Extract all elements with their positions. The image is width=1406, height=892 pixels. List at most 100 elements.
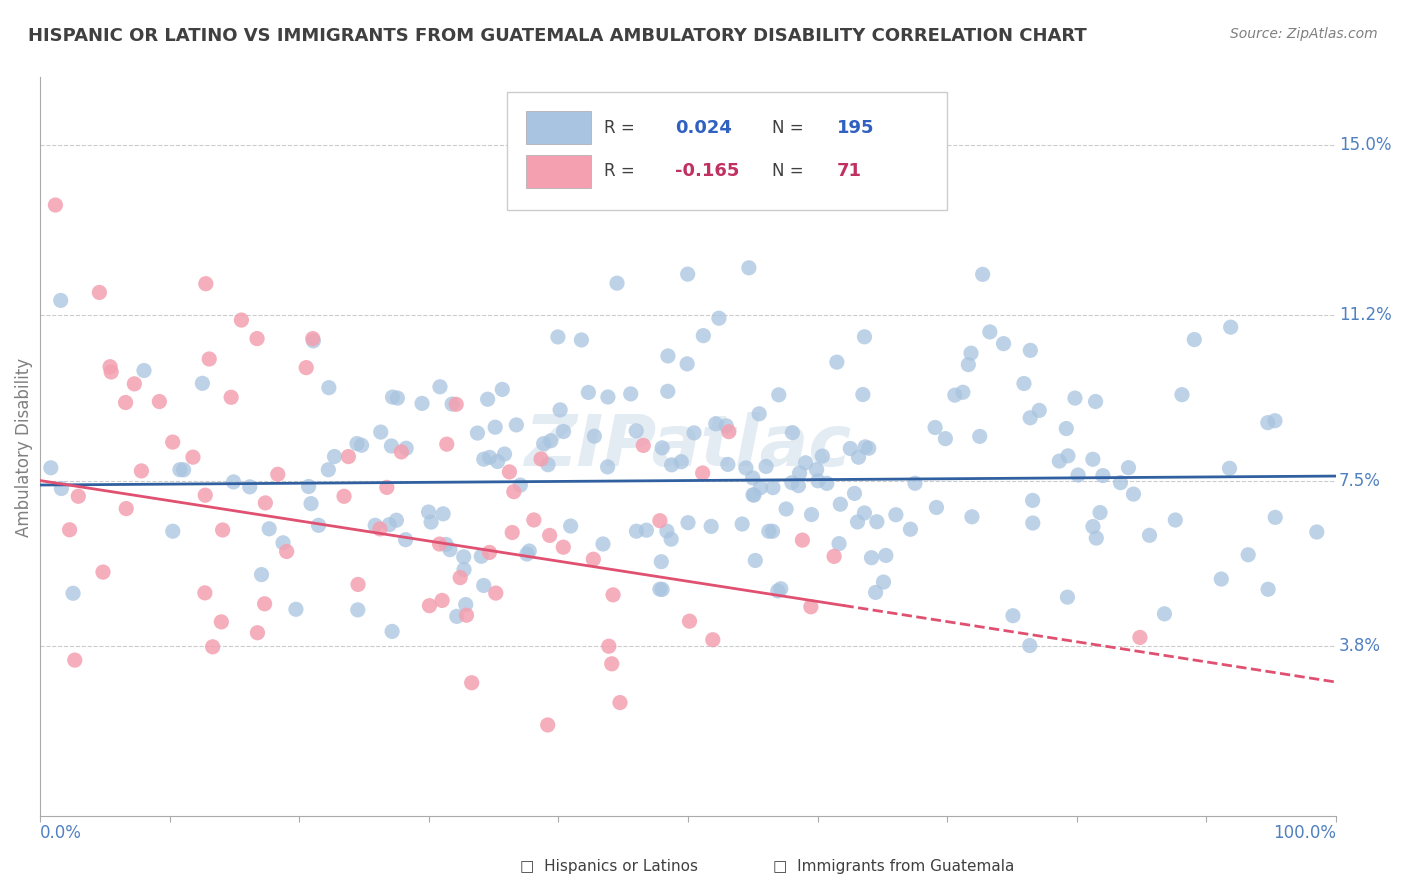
- Hispanics or Latinos: [768, 388, 790, 402]
- Hispanics or Latinos: [749, 481, 772, 495]
- Immigrants from Guatemala: [702, 632, 724, 647]
- Hispanics or Latinos: [516, 547, 538, 561]
- Hispanics or Latinos: [548, 403, 571, 417]
- Hispanics or Latinos: [700, 519, 723, 533]
- Immigrants from Guatemala: [602, 588, 624, 602]
- Hispanics or Latinos: [800, 508, 823, 522]
- Hispanics or Latinos: [620, 387, 643, 401]
- Immigrants from Guatemala: [231, 313, 253, 327]
- Immigrants from Guatemala: [337, 450, 360, 464]
- Hispanics or Latinos: [583, 429, 606, 443]
- Hispanics or Latinos: [596, 459, 619, 474]
- Hispanics or Latinos: [494, 447, 516, 461]
- Hispanics or Latinos: [934, 432, 956, 446]
- Hispanics or Latinos: [364, 518, 387, 533]
- Text: □  Immigrants from Guatemala: □ Immigrants from Guatemala: [773, 859, 1015, 874]
- Hispanics or Latinos: [782, 425, 804, 440]
- Immigrants from Guatemala: [58, 523, 80, 537]
- Hispanics or Latinos: [676, 267, 699, 281]
- Hispanics or Latinos: [1047, 454, 1070, 468]
- Hispanics or Latinos: [533, 436, 555, 450]
- Hispanics or Latinos: [49, 293, 72, 308]
- Hispanics or Latinos: [858, 441, 880, 455]
- Hispanics or Latinos: [865, 585, 887, 599]
- Hispanics or Latinos: [1018, 639, 1040, 653]
- Hispanics or Latinos: [972, 268, 994, 282]
- Immigrants from Guatemala: [523, 513, 546, 527]
- Hispanics or Latinos: [852, 387, 875, 401]
- Hispanics or Latinos: [299, 497, 322, 511]
- Hispanics or Latinos: [1021, 493, 1043, 508]
- Immigrants from Guatemala: [792, 533, 814, 548]
- Hispanics or Latinos: [318, 463, 340, 477]
- Hispanics or Latinos: [755, 459, 778, 474]
- Hispanics or Latinos: [596, 390, 619, 404]
- Hispanics or Latinos: [657, 384, 679, 399]
- Hispanics or Latinos: [979, 325, 1001, 339]
- Hispanics or Latinos: [1067, 468, 1090, 483]
- Immigrants from Guatemala: [368, 522, 391, 536]
- Immigrants from Guatemala: [609, 696, 631, 710]
- Text: N =: N =: [772, 119, 804, 136]
- Hispanics or Latinos: [378, 517, 401, 532]
- Hispanics or Latinos: [1084, 394, 1107, 409]
- Hispanics or Latinos: [1139, 528, 1161, 542]
- Immigrants from Guatemala: [823, 549, 845, 564]
- Hispanics or Latinos: [350, 438, 373, 452]
- Hispanics or Latinos: [606, 276, 628, 290]
- Immigrants from Guatemala: [63, 653, 86, 667]
- Hispanics or Latinos: [860, 550, 883, 565]
- Hispanics or Latinos: [346, 436, 368, 450]
- Hispanics or Latinos: [758, 524, 780, 539]
- Text: ZIPatlас: ZIPatlас: [524, 412, 852, 482]
- Immigrants from Guatemala: [692, 466, 714, 480]
- Hispanics or Latinos: [385, 513, 408, 527]
- Hispanics or Latinos: [683, 425, 706, 440]
- Hispanics or Latinos: [1306, 524, 1329, 539]
- Hispanics or Latinos: [62, 586, 84, 600]
- Hispanics or Latinos: [323, 450, 346, 464]
- Hispanics or Latinos: [297, 479, 319, 493]
- Hispanics or Latinos: [648, 582, 671, 596]
- Hispanics or Latinos: [429, 380, 451, 394]
- Immigrants from Guatemala: [194, 586, 217, 600]
- Immigrants from Guatemala: [436, 437, 458, 451]
- Hispanics or Latinos: [302, 334, 325, 348]
- Immigrants from Guatemala: [456, 608, 478, 623]
- Immigrants from Guatemala: [333, 489, 356, 503]
- Immigrants from Guatemala: [124, 376, 146, 391]
- Hispanics or Latinos: [1211, 572, 1233, 586]
- Immigrants from Guatemala: [429, 537, 451, 551]
- Immigrants from Guatemala: [100, 365, 122, 379]
- Immigrants from Guatemala: [219, 390, 242, 404]
- Hispanics or Latinos: [484, 420, 506, 434]
- Hispanics or Latinos: [439, 542, 461, 557]
- Hispanics or Latinos: [807, 474, 830, 488]
- Hispanics or Latinos: [257, 522, 280, 536]
- Hispanics or Latinos: [1001, 608, 1024, 623]
- Hispanics or Latinos: [748, 407, 770, 421]
- Immigrants from Guatemala: [598, 639, 620, 653]
- Hispanics or Latinos: [1122, 487, 1144, 501]
- Hispanics or Latinos: [769, 582, 792, 596]
- Hispanics or Latinos: [420, 515, 443, 529]
- Immigrants from Guatemala: [501, 525, 523, 540]
- Hispanics or Latinos: [676, 516, 699, 530]
- Hispanics or Latinos: [1171, 387, 1194, 401]
- Hispanics or Latinos: [1081, 452, 1104, 467]
- Immigrants from Guatemala: [1129, 631, 1152, 645]
- Hispanics or Latinos: [844, 486, 866, 500]
- Hispanics or Latinos: [169, 463, 191, 477]
- Hispanics or Latinos: [676, 357, 699, 371]
- Hispanics or Latinos: [250, 567, 273, 582]
- Immigrants from Guatemala: [254, 496, 277, 510]
- Hispanics or Latinos: [1257, 416, 1279, 430]
- Hispanics or Latinos: [742, 488, 765, 502]
- Hispanics or Latinos: [441, 397, 464, 411]
- Hispanics or Latinos: [738, 260, 761, 275]
- Hispanics or Latinos: [411, 396, 433, 410]
- Hispanics or Latinos: [553, 425, 575, 439]
- Text: Source: ZipAtlas.com: Source: ZipAtlas.com: [1230, 27, 1378, 41]
- Immigrants from Guatemala: [267, 467, 290, 482]
- Hispanics or Latinos: [39, 460, 62, 475]
